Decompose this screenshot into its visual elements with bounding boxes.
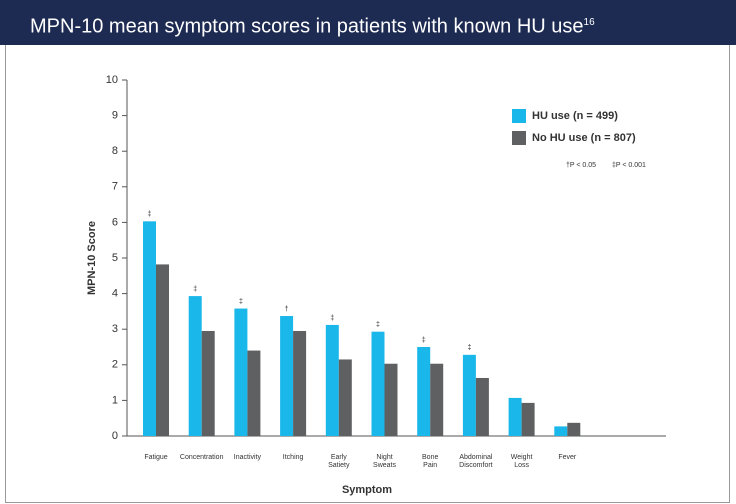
bar [508, 397, 522, 436]
bar [338, 359, 352, 436]
bar [293, 330, 307, 436]
bar [430, 363, 444, 436]
x-tick-label: Itching [282, 454, 304, 461]
legend-label: HU use (n = 499) [532, 110, 618, 122]
y-tick-label: 7 [112, 181, 118, 193]
significance-marker: ‡ [376, 322, 380, 329]
significance-marker: ‡ [193, 286, 197, 293]
x-tick-label: Inactivity [233, 454, 262, 461]
legend-label: No HU use (n = 807) [532, 132, 636, 144]
y-tick-label: 8 [112, 145, 118, 157]
bar [462, 354, 476, 436]
significance-marker: ‡ [239, 298, 243, 305]
x-tick-label: Fatigue [144, 454, 168, 461]
significance-marker: ‡ [148, 211, 152, 218]
x-tick-label: Abdominal Discomfort [459, 454, 493, 469]
bar [143, 221, 156, 436]
header: MPN-10 mean symptom scores in patients w… [0, 0, 736, 45]
bar [280, 316, 294, 436]
bar [384, 363, 398, 436]
footnote: †P < 0.05 [566, 162, 596, 169]
bar [475, 377, 489, 436]
y-tick-label: 5 [112, 252, 118, 264]
x-tick-label: Concentration [179, 454, 224, 461]
bar [371, 331, 385, 436]
bar [567, 422, 581, 436]
y-axis-label: MPN-10 Score [86, 221, 98, 295]
significance-marker: ‡ [467, 345, 471, 352]
footnote: ‡P < 0.001 [612, 162, 646, 169]
bar [234, 308, 248, 436]
legend-swatch [512, 131, 526, 145]
y-tick-label: 1 [112, 394, 118, 406]
bar [188, 296, 202, 436]
x-tick-label: Fever [558, 454, 577, 461]
x-tick-label: Weight Loss [510, 454, 533, 469]
x-axis-label: Symptom [342, 484, 392, 496]
bar [521, 402, 535, 436]
bar [417, 347, 431, 436]
bar [201, 330, 215, 436]
y-tick-label: 10 [106, 74, 118, 86]
bar [554, 426, 568, 436]
chart-frame [5, 45, 730, 503]
significance-marker: ‡ [422, 337, 426, 344]
bar [156, 264, 169, 436]
bar [247, 350, 261, 436]
x-tick-label: Bone Pain [422, 454, 439, 469]
y-tick-label: 6 [112, 216, 118, 228]
x-tick-label: Early Satiety [328, 454, 350, 469]
significance-marker: ‡ [330, 315, 334, 322]
x-tick-label: Night Sweats [373, 454, 396, 469]
y-tick-label: 2 [112, 359, 118, 371]
y-tick-label: 4 [112, 288, 118, 300]
y-tick-label: 9 [112, 110, 118, 122]
legend-swatch [512, 109, 526, 123]
significance-marker: † [285, 306, 289, 313]
title: MPN-10 mean symptom scores in patients w… [30, 15, 584, 38]
y-tick-label: 0 [112, 430, 118, 442]
title-reference: 16 [583, 17, 595, 28]
bar [325, 324, 339, 436]
y-tick-label: 3 [112, 323, 118, 335]
